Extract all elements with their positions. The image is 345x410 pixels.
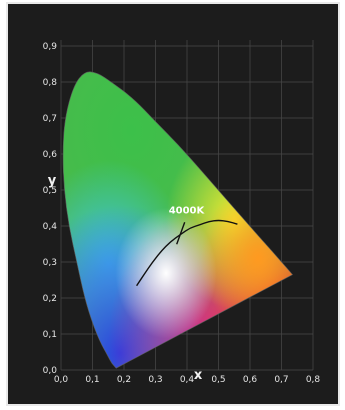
y-tick-label: 0,7 bbox=[43, 114, 57, 124]
x-tick-label: 0,4 bbox=[180, 375, 195, 385]
annotation-4000k: 4000K bbox=[169, 205, 206, 216]
planckian-locus bbox=[136, 219, 238, 287]
chromaticity-chart: 0,0 0,1 0,2 0,3 0,4 0,5 0,6 0,7 0,8 0,0 0,1 0,2 0,3 0… bbox=[43, 40, 321, 385]
x-tick-label: 0,0 bbox=[54, 375, 69, 385]
y-tick-label: 0,0 bbox=[43, 366, 58, 376]
y-tick-label: 0,4 bbox=[43, 222, 58, 232]
x-tick-label: 0,1 bbox=[85, 375, 99, 385]
y-axis-label: y bbox=[48, 174, 57, 189]
y-tick-label: 0,9 bbox=[43, 42, 58, 52]
gamut-fill bbox=[63, 71, 293, 369]
y-tick-label: 0,5 bbox=[43, 186, 57, 196]
x-tick-label: 0,6 bbox=[243, 375, 258, 385]
chart-frame: 0,0 0,1 0,2 0,3 0,4 0,5 0,6 0,7 0,8 0,0 0,1 0,2 0,3 0… bbox=[8, 4, 338, 404]
y-tick-label: 0,3 bbox=[43, 258, 57, 268]
x-tick-label: 0,7 bbox=[274, 375, 288, 385]
y-tick-label: 0,6 bbox=[43, 150, 58, 160]
spectral-locus bbox=[62, 71, 294, 369]
y-tick-label: 0,1 bbox=[43, 330, 57, 340]
y-tick-label: 0,2 bbox=[43, 294, 57, 304]
x-tick-label: 0,2 bbox=[117, 375, 131, 385]
x-axis-label: x bbox=[194, 368, 203, 383]
cct-marker bbox=[176, 222, 186, 245]
x-tick-label: 0,8 bbox=[306, 375, 321, 385]
tick-labels: 0,0 0,1 0,2 0,3 0,4 0,5 0,6 0,7 0,8 0,0 0,1 0,2 0,3 0… bbox=[43, 42, 321, 385]
y-tick-label: 0,8 bbox=[43, 78, 58, 88]
x-tick-label: 0,5 bbox=[211, 375, 225, 385]
x-tick-label: 0,3 bbox=[148, 375, 162, 385]
